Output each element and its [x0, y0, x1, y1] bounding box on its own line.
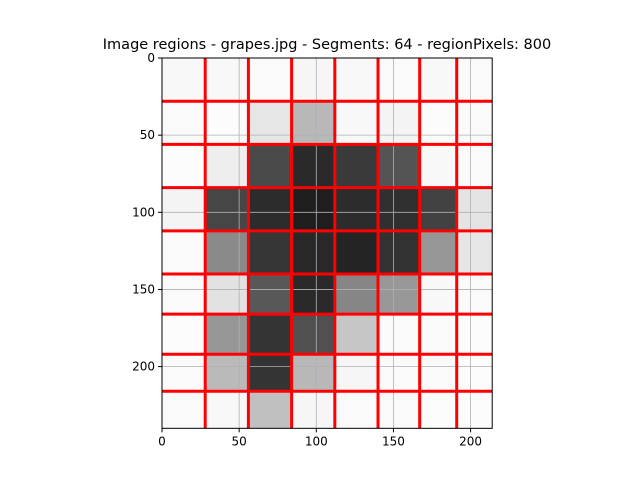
image-cell: [419, 314, 457, 355]
image-cell: [456, 101, 493, 145]
image-cell: [291, 314, 335, 355]
image-cell: [248, 187, 292, 231]
image-cell: [334, 101, 379, 145]
image-cell: [291, 354, 335, 392]
image-cell: [205, 274, 249, 315]
y-tick-label: 200: [132, 360, 155, 374]
image-cell: [456, 391, 493, 429]
image-cell: [378, 230, 420, 275]
image-cell: [378, 101, 420, 145]
image-cell: [456, 58, 493, 102]
image-cell: [456, 187, 493, 231]
image-cell: [205, 187, 249, 231]
image-cell: [419, 187, 457, 231]
image-cell: [419, 58, 457, 102]
image-cell: [291, 101, 335, 145]
image-cell: [378, 354, 420, 392]
image-cell: [205, 354, 249, 392]
image-cell: [162, 144, 206, 188]
axes-frame: [161, 57, 493, 429]
image-cell: [248, 101, 292, 145]
image-cell: [334, 230, 379, 275]
image-cell: [334, 391, 379, 429]
image-cell: [378, 187, 420, 231]
image-cell: [162, 101, 206, 145]
image-cell: [205, 58, 249, 102]
image-cell: [162, 354, 206, 392]
y-tick-label: 50: [140, 128, 155, 142]
image-cell: [419, 144, 457, 188]
image-cell: [419, 230, 457, 275]
image-cell: [248, 314, 292, 355]
x-tick-label: 200: [459, 434, 482, 448]
chart-title: Image regions - grapes.jpg - Segments: 6…: [103, 37, 551, 53]
image-cell: [291, 58, 335, 102]
image-cell: [248, 391, 292, 429]
image-cell: [378, 391, 420, 429]
image-cell: [334, 274, 379, 315]
image-cell: [248, 230, 292, 275]
image-cell: [162, 187, 206, 231]
image-cell: [291, 274, 335, 315]
y-tick-label: 0: [147, 51, 155, 65]
image-cell: [291, 230, 335, 275]
x-tick-label: 150: [382, 434, 405, 448]
image-cell: [334, 354, 379, 392]
y-tick-label: 100: [132, 205, 155, 219]
image-cell: [334, 187, 379, 231]
image-cell: [162, 230, 206, 275]
image-cell: [162, 314, 206, 355]
image-cell: [205, 101, 249, 145]
image-cell: [248, 144, 292, 188]
y-tick-label: 150: [132, 282, 155, 296]
image-cell: [334, 144, 379, 188]
x-tick-label: 0: [158, 434, 166, 448]
image-cell: [205, 230, 249, 275]
image-cell: [378, 314, 420, 355]
x-tick-label: 50: [232, 434, 247, 448]
image-cell: [248, 58, 292, 102]
image-cell: [456, 354, 493, 392]
image-cell: [248, 274, 292, 315]
image-cell: [162, 391, 206, 429]
image-cell: [419, 101, 457, 145]
image-cell: [456, 230, 493, 275]
image-cell: [456, 274, 493, 315]
image-cell: [378, 58, 420, 102]
image-cell: [205, 144, 249, 188]
image-cells: [162, 58, 493, 429]
image-cell: [291, 187, 335, 231]
image-cell: [419, 354, 457, 392]
image-cell: [291, 144, 335, 188]
image-cell: [334, 314, 379, 355]
image-cell: [456, 144, 493, 188]
image-cell: [378, 144, 420, 188]
y-axis-ticks: 0 50 100 150 200: [132, 51, 162, 374]
x-tick-label: 100: [305, 434, 328, 448]
image-cell: [291, 391, 335, 429]
image-cell: [162, 58, 206, 102]
image-cell: [248, 354, 292, 392]
image-cell: [456, 314, 493, 355]
segment-boundaries: [162, 58, 493, 429]
image-cell: [162, 274, 206, 315]
image-cell: [205, 391, 249, 429]
image-cell: [378, 274, 420, 315]
image-cell: [334, 58, 379, 102]
image-cell: [419, 391, 457, 429]
image-cell: [419, 274, 457, 315]
x-axis-ticks: 0 50 100 150 200: [158, 428, 482, 448]
image-cell: [205, 314, 249, 355]
